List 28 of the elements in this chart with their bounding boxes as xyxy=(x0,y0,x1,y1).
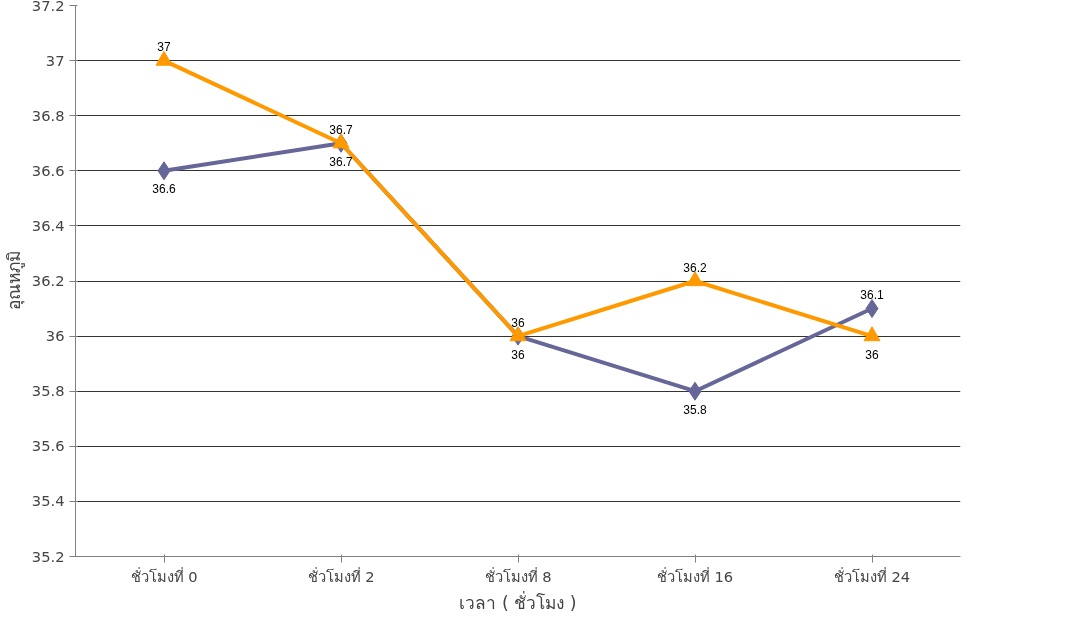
y-tick-label: 37 xyxy=(45,51,65,69)
data-label: 36.1 xyxy=(860,288,884,303)
data-label: 37 xyxy=(157,40,171,55)
y-tick-label: 36.6 xyxy=(31,161,65,179)
y-tick-label: 36 xyxy=(45,327,65,345)
x-tick-label: ชั่วโมงที่ 0 xyxy=(130,566,198,585)
data-label: 36.7 xyxy=(329,154,353,169)
y-tick-label: 36.2 xyxy=(31,272,65,289)
x-tick-label: ชั่วโมงที่ 8 xyxy=(484,566,552,585)
y-tick-label: 36.8 xyxy=(31,106,65,124)
data-label: 36.2 xyxy=(683,260,707,275)
x-tick-label: ชั่วโมงที่ 2 xyxy=(307,566,375,585)
y-tick-label: 35.2 xyxy=(31,547,65,565)
x-tick-label: ชั่วโมงที่ 16 xyxy=(656,566,734,585)
data-label: 36 xyxy=(865,347,879,362)
y-tick-label: 37.2 xyxy=(31,0,65,14)
data-label: 36.7 xyxy=(329,122,353,137)
y-axis-title: อุณหภูมิ xyxy=(3,251,25,311)
y-tick-label: 36.4 xyxy=(31,216,65,234)
x-axis-title: เวลา ( ชั่วโมง ) xyxy=(459,590,577,613)
data-label: 36.6 xyxy=(152,182,176,197)
data-label: 36 xyxy=(511,347,525,362)
y-tick-label: 35.8 xyxy=(31,382,65,400)
data-label: 35.8 xyxy=(683,402,707,417)
x-tick-label: ชั่วโมงที่ 24 xyxy=(833,566,911,585)
y-tick-label: 35.6 xyxy=(31,437,65,455)
y-tick-label: 35.4 xyxy=(31,492,65,510)
data-label: 36 xyxy=(511,315,525,330)
